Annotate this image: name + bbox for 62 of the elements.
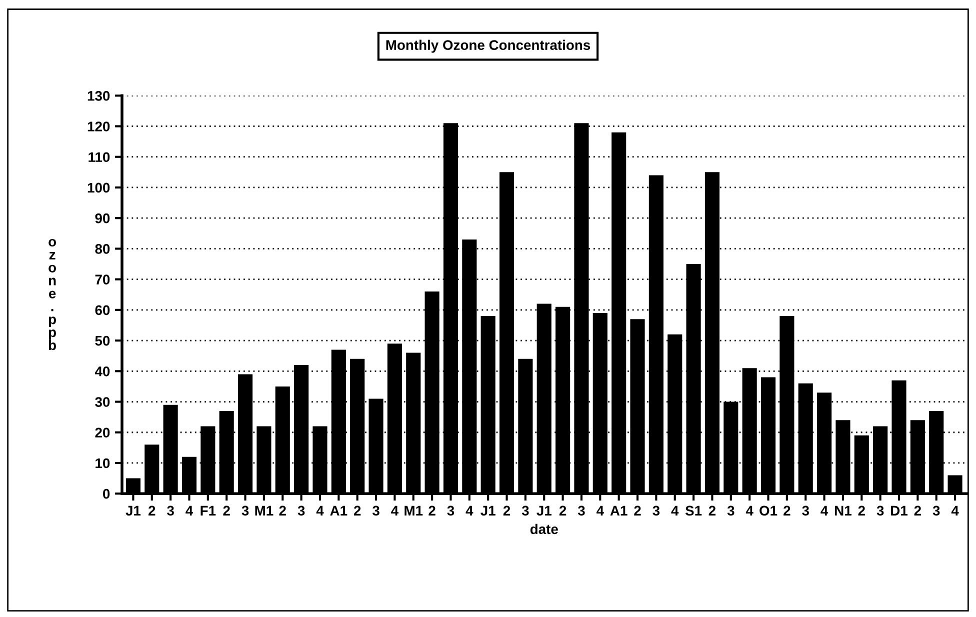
x-tick-label: 2 — [634, 506, 641, 516]
x-tick-label: N1 — [835, 506, 852, 516]
x-tick-label: 4 — [316, 506, 324, 516]
text: ozone.ppb — [48, 238, 56, 350]
y-tick-label: 0 — [103, 488, 110, 499]
x-tick-label: 4 — [186, 506, 194, 516]
x-tick-label: 3 — [932, 506, 940, 516]
x-tick-label: 2 — [148, 506, 156, 516]
x-tick-label: M1 — [255, 506, 274, 516]
x-tick-label: 3 — [876, 506, 884, 516]
x-tick-label: 4 — [746, 506, 754, 516]
x-tick-label: M1 — [404, 506, 423, 516]
y-tick-label: 50 — [95, 336, 110, 346]
x-tick-label: 3 — [652, 506, 660, 516]
x-tick-label: 3 — [298, 506, 305, 516]
y-tick-label: 30 — [95, 397, 110, 407]
x-tick-label: 4 — [466, 506, 474, 516]
x-tick-label: 3 — [167, 506, 174, 516]
y-tick-label: 90 — [95, 213, 110, 224]
y-tick-label: 10 — [96, 458, 110, 468]
x-tick-label: 2 — [503, 506, 510, 516]
x-tick-label: 3 — [522, 506, 529, 516]
y-tick-label: 110 — [88, 152, 110, 162]
y-tick-label: 120 — [88, 122, 110, 132]
x-tick-label: 2 — [708, 506, 716, 516]
x-tick-label: J1 — [126, 506, 141, 516]
y-tick-label: 20 — [95, 428, 110, 438]
x-tick-label: A1 — [610, 506, 628, 516]
y-tick-label: 40 — [94, 366, 110, 376]
x-tick-label: 2 — [858, 506, 865, 516]
x-tick-label: 2 — [223, 506, 230, 516]
x-tick-label: 2 — [784, 506, 790, 516]
x-tick-label: 2 — [559, 506, 566, 516]
x-tick-label: 3 — [802, 506, 809, 516]
x-tick-label: 4 — [671, 506, 679, 516]
y-tick-label: 60 — [95, 305, 110, 316]
x-tick-label: D1 — [891, 506, 908, 516]
x-tick-label: O1 — [760, 506, 778, 516]
x-tick-label: J1 — [536, 506, 552, 516]
x-tick-label: 2 — [279, 506, 286, 516]
x-tick-label: 4 — [951, 506, 959, 516]
x-tick-label: 3 — [727, 506, 734, 516]
x-tick-label: 2 — [354, 506, 361, 516]
y-tick-label: 130 — [88, 90, 110, 101]
x-tick-label: 3 — [372, 506, 380, 516]
x-axis-title: date — [530, 524, 558, 534]
x-tick-label: 4 — [820, 506, 828, 516]
x-tick-label: 4 — [596, 506, 604, 516]
x-tick-label: 3 — [447, 506, 454, 516]
y-tick-label: 100 — [88, 182, 110, 193]
x-tick-label: A1 — [330, 506, 348, 516]
x-tick-label: 3 — [578, 506, 585, 516]
x-tick-label: J1 — [480, 506, 496, 516]
chart-title: Monthly Ozone Concentrations — [386, 40, 590, 53]
x-tick-label: S1 — [685, 506, 702, 516]
y-tick-label: 70 — [95, 274, 110, 284]
x-tick-label: 2 — [428, 506, 436, 516]
y-tick-label: 80 — [95, 244, 110, 254]
x-tick-label: 4 — [391, 506, 398, 516]
x-tick-label: 3 — [242, 506, 249, 516]
x-tick-label: F1 — [200, 506, 216, 516]
x-tick-label: 2 — [914, 506, 921, 516]
